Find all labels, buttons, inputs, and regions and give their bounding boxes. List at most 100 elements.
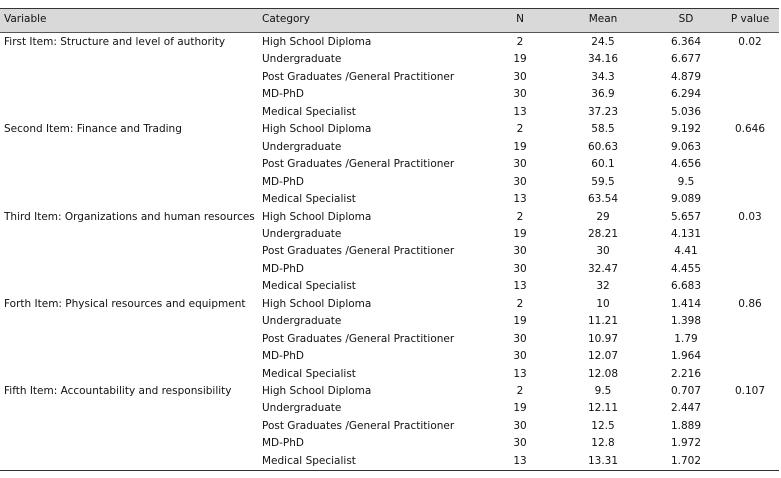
category: High School Diploma — [262, 123, 372, 136]
mean: 12.11 — [587, 402, 619, 415]
mean: 12.07 — [587, 350, 619, 363]
n: 30 — [513, 332, 527, 345]
category: Undergraduate — [262, 227, 342, 240]
category: High School Diploma — [262, 210, 372, 223]
variable: First Item: Structure and level of autho… — [4, 36, 226, 48]
sd: 4.455 — [670, 262, 702, 275]
mean: 34.3 — [591, 70, 615, 83]
header-n: N — [516, 13, 524, 25]
header-mean: Mean — [588, 13, 618, 25]
category: Medical Specialist — [262, 280, 356, 293]
mean: 60.1 — [591, 158, 615, 171]
mean: 60.63 — [587, 140, 619, 153]
category: Medical Specialist — [262, 105, 356, 118]
sd: 4.656 — [670, 158, 702, 171]
variable: Forth Item: Physical resources and equip… — [4, 297, 246, 310]
mean: 32.47 — [587, 262, 619, 275]
mean: 34.16 — [587, 53, 619, 66]
n: 13 — [513, 454, 527, 467]
n: 30 — [513, 70, 527, 83]
p-value: 0.86 — [738, 297, 762, 310]
n: 30 — [513, 175, 527, 188]
mean: 24.5 — [591, 36, 615, 48]
sd: 4.131 — [670, 227, 702, 240]
sd: 4.41 — [674, 245, 698, 258]
header-band — [0, 8, 779, 33]
category: Undergraduate — [262, 315, 342, 328]
n: 2 — [516, 36, 524, 48]
mean: 12.5 — [591, 419, 615, 432]
header-sd: SD — [678, 13, 694, 25]
category: High School Diploma — [262, 36, 372, 48]
category: High School Diploma — [262, 297, 372, 310]
n: 30 — [513, 158, 527, 171]
sd: 1.414 — [670, 297, 702, 310]
mean: 29 — [596, 210, 610, 223]
category: Post Graduates /General Practitioner — [262, 419, 455, 432]
n: 30 — [513, 437, 527, 450]
header-variable: Variable — [4, 13, 47, 25]
sd: 6.683 — [670, 280, 702, 293]
sd: 5.036 — [670, 105, 702, 118]
n: 13 — [513, 193, 527, 206]
n: 19 — [513, 227, 527, 240]
n: 2 — [516, 297, 524, 310]
category: MD-PhD — [262, 88, 305, 101]
mean: 10 — [596, 297, 610, 310]
mean: 32 — [596, 280, 610, 293]
category: MD-PhD — [262, 350, 305, 363]
mean: 37.23 — [587, 105, 619, 118]
sd: 9.192 — [670, 123, 702, 136]
n: 13 — [513, 280, 527, 293]
sd: 1.889 — [670, 419, 702, 432]
category: MD-PhD — [262, 437, 305, 450]
n: 30 — [513, 419, 527, 432]
category: Medical Specialist — [262, 454, 356, 467]
sd: 2.447 — [670, 402, 702, 415]
mean: 63.54 — [587, 193, 619, 206]
category: Medical Specialist — [262, 367, 356, 380]
sd: 6.677 — [670, 53, 702, 66]
category: Undergraduate — [262, 53, 342, 66]
p-value: 0.02 — [738, 36, 762, 48]
category: Undergraduate — [262, 140, 342, 153]
sd: 0.707 — [670, 385, 702, 397]
sd: 9.063 — [670, 140, 702, 153]
mean: 30 — [596, 245, 610, 258]
header-category: Category — [262, 13, 310, 25]
category: Post Graduates /General Practitioner — [262, 70, 455, 83]
n: 19 — [513, 315, 527, 328]
variable: Fifth Item: Accountability and responsib… — [4, 385, 232, 397]
mean: 28.21 — [587, 227, 619, 240]
variable: Third Item: Organizations and human reso… — [4, 210, 255, 223]
sd: 6.294 — [670, 88, 702, 101]
sd: 5.657 — [670, 210, 702, 223]
sd: 9.5 — [677, 175, 695, 188]
n: 19 — [513, 53, 527, 66]
sd: 9.089 — [670, 193, 702, 206]
category: Undergraduate — [262, 402, 342, 415]
n: 30 — [513, 245, 527, 258]
mean: 11.21 — [587, 315, 619, 328]
category: MD-PhD — [262, 175, 305, 188]
sd: 1.964 — [670, 350, 702, 363]
n: 2 — [516, 123, 524, 136]
sd: 2.216 — [670, 367, 702, 380]
header-p-value: P value — [730, 13, 770, 25]
category: Post Graduates /General Practitioner — [262, 332, 455, 345]
category: Post Graduates /General Practitioner — [262, 158, 455, 171]
n: 30 — [513, 262, 527, 275]
n: 30 — [513, 350, 527, 363]
category: Medical Specialist — [262, 193, 356, 206]
sd: 1.702 — [670, 454, 702, 467]
n: 2 — [516, 210, 524, 223]
n: 19 — [513, 402, 527, 415]
mean: 12.8 — [591, 437, 615, 450]
sd: 1.398 — [670, 315, 702, 328]
variable: Second Item: Finance and Trading — [4, 123, 182, 136]
n: 19 — [513, 140, 527, 153]
mean: 36.9 — [591, 88, 615, 101]
category: High School Diploma — [262, 385, 372, 397]
mean: 9.5 — [594, 385, 612, 397]
category: MD-PhD — [262, 262, 305, 275]
